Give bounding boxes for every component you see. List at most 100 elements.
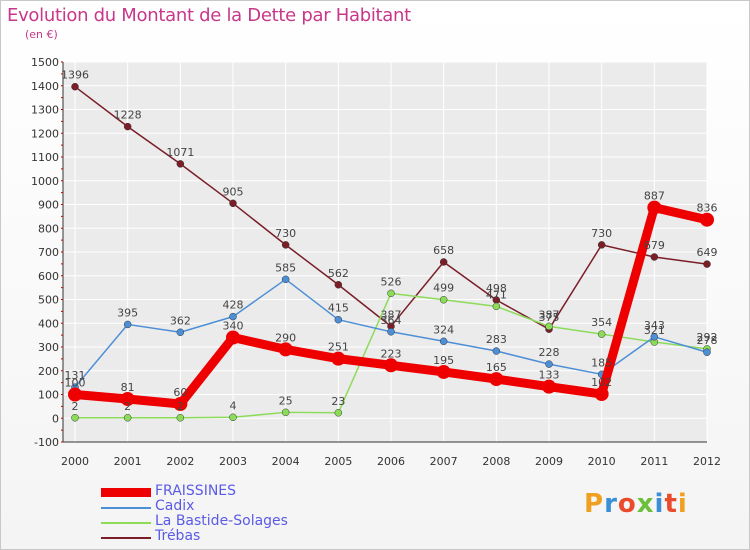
y-tick-label: 900 (38, 199, 59, 212)
data-label: 679 (644, 239, 665, 252)
data-label: 324 (433, 323, 454, 336)
x-tick-label: 2006 (377, 455, 405, 468)
data-point (703, 348, 711, 356)
data-label: 2 (177, 400, 184, 413)
chart-title: Evolution du Montant de la Dette par Hab… (7, 5, 411, 26)
data-point (123, 414, 132, 422)
logo-letter: r (604, 489, 618, 519)
x-tick-label: 2012 (693, 455, 721, 468)
data-label: 100 (65, 377, 86, 390)
data-point (597, 241, 606, 249)
data-point (545, 360, 553, 368)
data-label: 1071 (166, 146, 194, 159)
data-label: 278 (697, 334, 718, 347)
data-point (334, 281, 343, 289)
data-label: 81 (121, 381, 135, 394)
data-point (384, 358, 398, 373)
data-point (703, 260, 711, 268)
data-label: 321 (644, 324, 665, 337)
data-label: 658 (433, 244, 454, 257)
data-point (489, 372, 504, 387)
data-point (229, 199, 237, 208)
data-label: 131 (65, 369, 86, 382)
y-tick-label: -100 (34, 436, 59, 449)
data-point (226, 330, 240, 345)
data-point (331, 351, 346, 366)
data-label: 1396 (61, 69, 89, 82)
y-tick-label: 100 (38, 389, 59, 402)
y-tick-label: 1100 (31, 151, 59, 164)
legend-item: Trébas (101, 528, 401, 544)
data-point (650, 253, 659, 261)
data-label: 185 (591, 356, 612, 369)
data-point (123, 320, 132, 329)
data-label: 836 (697, 202, 718, 215)
data-point (68, 387, 82, 402)
data-point (334, 409, 343, 417)
legend-label: Cadix (155, 498, 195, 514)
legend-item: Cadix (101, 498, 401, 514)
legend-item: La Bastide-Solages (101, 513, 401, 529)
data-label: 343 (644, 319, 665, 332)
data-point (71, 414, 79, 422)
y-tick-label: 1500 (31, 56, 59, 69)
x-tick-label: 2008 (482, 455, 510, 468)
data-label: 102 (591, 376, 612, 389)
data-label: 165 (486, 361, 507, 374)
y-tick-label: 500 (38, 294, 59, 307)
data-label: 428 (223, 299, 244, 312)
data-point (229, 413, 237, 422)
x-tick-label: 2010 (588, 455, 616, 468)
x-tick-label: 2005 (324, 455, 352, 468)
y-tick-label: 1300 (31, 104, 59, 117)
data-label: 290 (275, 331, 296, 344)
data-label: 375 (539, 311, 560, 324)
legend-swatch (101, 488, 151, 497)
data-point (545, 322, 553, 331)
data-point (650, 333, 659, 341)
y-tick-label: 1400 (31, 80, 59, 93)
x-tick-label: 2007 (430, 455, 458, 468)
y-tick-label: 1200 (31, 127, 59, 140)
data-point (439, 337, 448, 346)
data-label: 364 (381, 314, 402, 327)
data-label: 730 (275, 227, 296, 240)
unit-label: (en €) (25, 28, 58, 41)
data-label: 905 (223, 185, 244, 198)
data-label: 251 (328, 341, 349, 354)
legend-swatch (101, 507, 151, 509)
data-point (281, 241, 290, 249)
data-label: 223 (381, 347, 402, 360)
logo-letter: i (654, 489, 665, 519)
proxiti-logo: Proxiti (584, 489, 688, 519)
logo-letter: t (664, 489, 678, 519)
logo-letter: P (584, 489, 605, 519)
data-point (229, 312, 237, 321)
data-point (278, 342, 293, 357)
data-label: 562 (328, 267, 349, 280)
data-point (123, 122, 132, 131)
data-label: 25 (279, 394, 293, 407)
data-label: 887 (644, 190, 665, 203)
data-point (387, 328, 395, 336)
y-tick-label: 600 (38, 270, 59, 283)
data-label: 649 (697, 246, 718, 259)
data-label: 1228 (114, 109, 142, 122)
data-point (71, 82, 79, 91)
legend-swatch (101, 522, 151, 524)
data-point (594, 387, 609, 402)
data-point (334, 315, 343, 324)
data-label: 585 (275, 261, 296, 274)
data-point (647, 200, 662, 215)
x-tick-label: 2000 (61, 455, 89, 468)
data-label: 2 (124, 400, 131, 413)
data-point (436, 364, 451, 379)
data-point (176, 414, 185, 422)
data-point (492, 347, 501, 355)
data-label: 387 (381, 308, 402, 321)
data-label: 2 (72, 400, 79, 413)
data-label: 4 (230, 399, 237, 412)
data-point (387, 289, 395, 298)
